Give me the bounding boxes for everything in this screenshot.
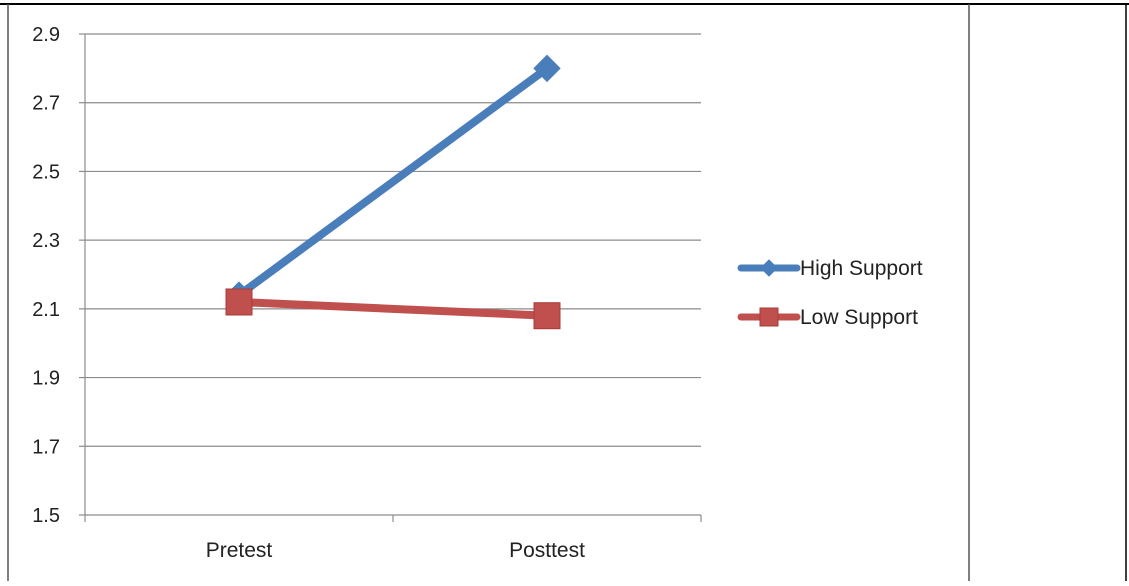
data-point — [533, 54, 561, 83]
y-tick-label: 1.9 — [32, 368, 60, 390]
legend-label: High Support — [800, 257, 923, 280]
y-tick-label: 2.3 — [32, 230, 60, 252]
y-tick-label: 2.5 — [32, 161, 60, 183]
y-tick-label: 2.7 — [32, 93, 60, 115]
y-tick-label: 1.5 — [32, 505, 60, 527]
series-line-high-support — [235, 64, 551, 300]
x-tick-label: Pretest — [206, 539, 273, 562]
y-tick-label: 2.9 — [32, 24, 60, 46]
data-point — [533, 302, 561, 330]
legend-marker — [760, 259, 778, 277]
y-tick-label: 1.7 — [32, 436, 60, 458]
data-point — [225, 288, 253, 316]
legend-marker — [759, 307, 779, 327]
gridlines — [85, 33, 701, 447]
series-group — [225, 54, 561, 330]
y-tick-label: 2.1 — [32, 299, 60, 321]
axes: 1.5 1.7 1.9 2.1 2.3 2.5 2.7 2.9 Pretest Posttest — [32, 24, 702, 562]
x-tick-label: Posttest — [509, 539, 585, 562]
series-line-low-support — [235, 297, 551, 320]
legend: High Support Low Support — [737, 257, 923, 329]
legend-label: Low Support — [800, 306, 918, 329]
